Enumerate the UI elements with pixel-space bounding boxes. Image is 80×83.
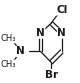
Text: N: N: [16, 46, 25, 56]
Text: N: N: [57, 28, 66, 38]
Text: N: N: [36, 28, 45, 38]
Text: Cl: Cl: [56, 5, 67, 15]
Text: CH₃: CH₃: [1, 60, 16, 69]
Text: Br: Br: [45, 70, 58, 80]
Text: CH₃: CH₃: [1, 34, 16, 43]
